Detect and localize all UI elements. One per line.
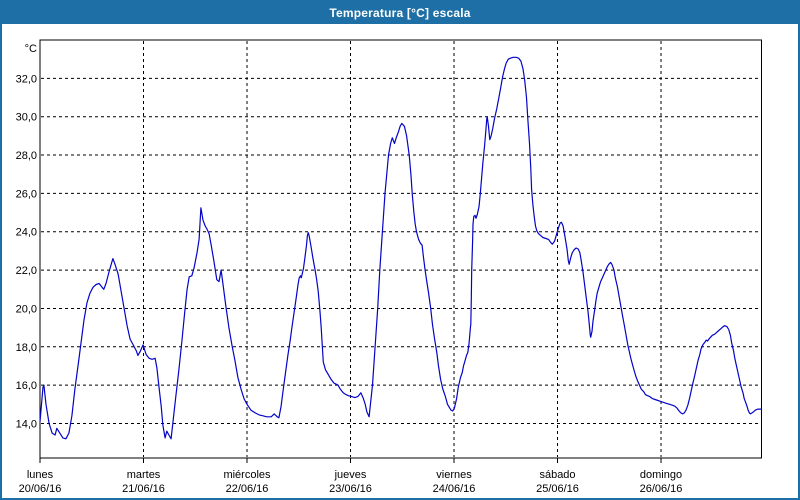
chart-area: 32,0 30,0 28,0 26,0 24,0 22,0 20,0 18,0 16,0 14,0… bbox=[2, 24, 798, 498]
y-axis-unit-label: °C bbox=[25, 43, 37, 55]
y-tick-label: 18,0 bbox=[16, 342, 37, 354]
x-tick-day-label: domingo bbox=[640, 469, 682, 481]
x-tick-date-label: 21/06/16 bbox=[122, 483, 165, 495]
x-tick-date-label: 25/06/16 bbox=[536, 483, 579, 495]
x-tick-date-label: 23/06/16 bbox=[329, 483, 372, 495]
y-tick-label: 26,0 bbox=[16, 188, 37, 200]
x-tick-day-label: jueves bbox=[334, 469, 367, 481]
x-tick-date-label: 22/06/16 bbox=[226, 483, 269, 495]
x-tick-date-label: 24/06/16 bbox=[433, 483, 476, 495]
x-tick-day-label: sábado bbox=[539, 469, 575, 481]
x-tick-date-label: 26/06/16 bbox=[640, 483, 683, 495]
x-tick-date-label: 20/06/16 bbox=[19, 483, 62, 495]
x-tick-day-label: lunes bbox=[27, 469, 54, 481]
temperature-chart: 32,0 30,0 28,0 26,0 24,0 22,0 20,0 18,0 16,0 14,0… bbox=[16, 39, 763, 495]
y-tick-label: 32,0 bbox=[16, 73, 37, 85]
x-tick-day-label: miércoles bbox=[223, 469, 271, 481]
y-tick-label: 22,0 bbox=[16, 265, 37, 277]
y-tick-label: 28,0 bbox=[16, 150, 37, 162]
y-tick-label: 30,0 bbox=[16, 112, 37, 124]
plot-border bbox=[39, 39, 762, 459]
y-tick-label: 24,0 bbox=[16, 227, 37, 239]
y-tick-label: 16,0 bbox=[16, 380, 37, 392]
window-title: Temperatura [°C] escala bbox=[329, 6, 471, 20]
x-tick-day-label: martes bbox=[127, 469, 161, 481]
x-tick-day-label: viernes bbox=[436, 469, 472, 481]
temperature-series-line bbox=[39, 56, 763, 440]
window-titlebar: Temperatura [°C] escala bbox=[2, 2, 798, 24]
y-tick-label: 20,0 bbox=[16, 303, 37, 315]
y-tick-label: 14,0 bbox=[16, 418, 37, 430]
